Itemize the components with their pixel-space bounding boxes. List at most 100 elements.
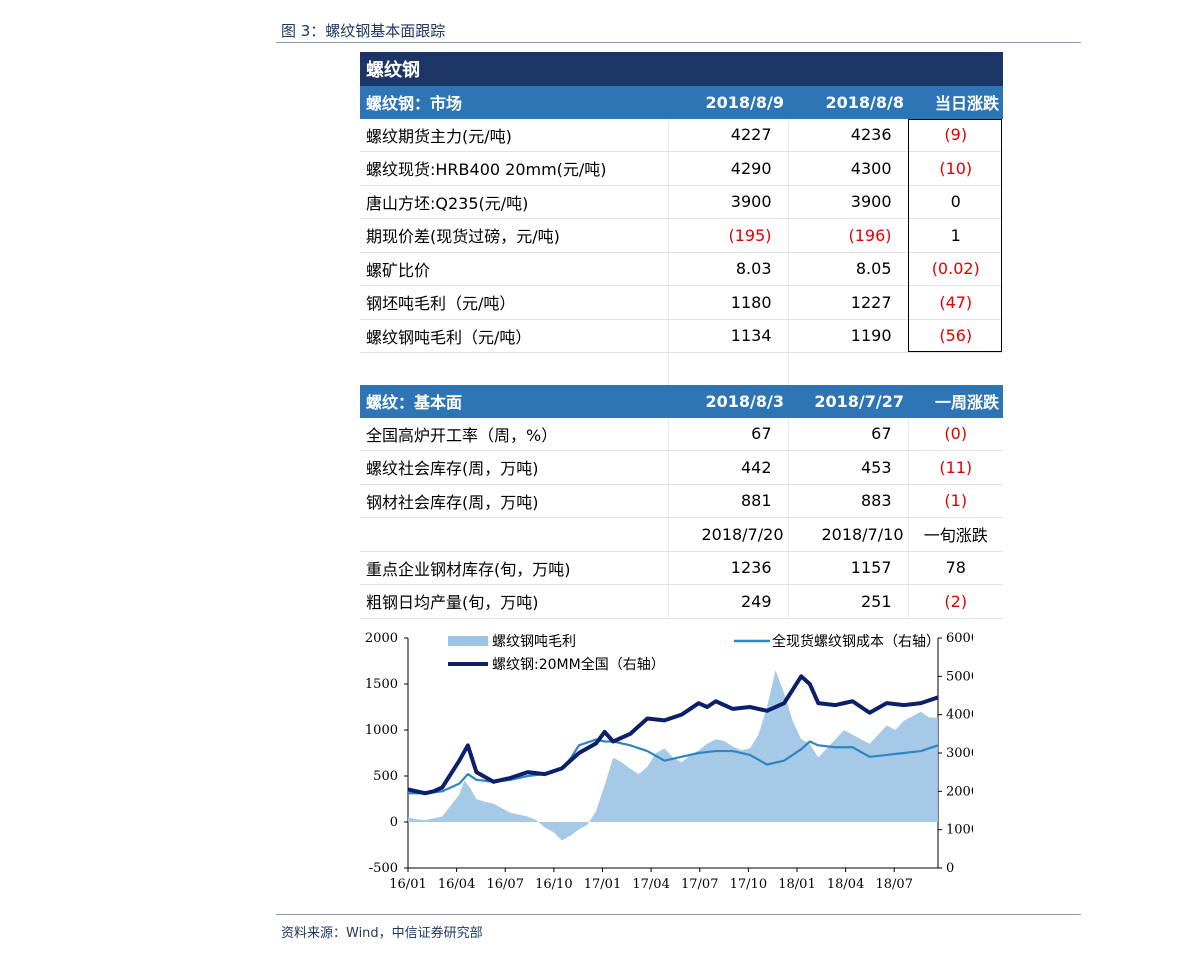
market-row-change: (10) — [907, 151, 1003, 186]
market-header-row: 螺纹钢：市场 2018/8/9 2018/8/8 当日涨跌 — [360, 86, 1003, 119]
legend-label-price: 螺纹钢:20MM全国（右轴） — [492, 656, 665, 673]
fund-row-label: 钢材社会库存(周，万吨) — [360, 484, 668, 518]
left-tick-label: 0 — [390, 815, 398, 830]
bottom-rule — [276, 914, 1081, 915]
market-row-value2: 1227 — [787, 285, 908, 320]
sub-row-value2: 251 — [787, 584, 908, 619]
fund-header-change: 一周涨跌 — [908, 385, 1003, 418]
sub-header-date1: 2018/7/20 — [667, 517, 788, 552]
market-row-label: 螺纹现货:HRB400 20mm(元/吨) — [360, 151, 668, 186]
x-tick-label: 16/04 — [438, 877, 475, 892]
x-tick-label: 17/10 — [730, 877, 767, 892]
market-row-label: 唐山方坯:Q235(元/吨) — [360, 185, 668, 219]
figure-title: 图 3：螺纹钢基本面跟踪 — [281, 22, 446, 40]
left-tick-label: -500 — [369, 861, 398, 876]
market-header-label: 螺纹钢：市场 — [360, 86, 668, 119]
steel-table: 螺纹钢 螺纹钢：市场 2018/8/9 2018/8/8 当日涨跌 螺纹期货主力… — [360, 52, 1003, 619]
sub-row-label: 粗钢日均产量(旬，万吨) — [360, 584, 668, 619]
market-row-value1: 1180 — [667, 285, 788, 320]
market-row-value1: 3900 — [667, 185, 788, 219]
x-tick-label: 18/01 — [778, 877, 815, 892]
left-tick-label: 1000 — [365, 723, 398, 738]
right-tick-label: 4000 — [946, 708, 973, 723]
sub-row-value1: 249 — [667, 584, 788, 619]
rebar-price-line — [407, 674, 939, 796]
fund-row: 螺纹社会库存(周，万吨) 442 453 (11) — [360, 450, 1003, 485]
fund-row-change: (11) — [907, 450, 1003, 485]
fund-row-change: (1) — [907, 484, 1003, 518]
right-tick-label: 0 — [946, 861, 954, 876]
market-row-change: (0.02) — [907, 252, 1003, 286]
fund-row-label: 螺纹社会库存(周，万吨) — [360, 450, 668, 485]
fund-row-value1: 442 — [667, 450, 788, 485]
fund-header-date1: 2018/8/3 — [668, 385, 788, 418]
market-row-value2: 4236 — [787, 118, 908, 152]
market-row-value1: 8.03 — [667, 252, 788, 286]
market-row-value1: 4227 — [667, 118, 788, 152]
x-tick-label: 18/07 — [876, 877, 913, 892]
x-tick-label: 16/10 — [535, 877, 572, 892]
x-tick-label: 17/07 — [681, 877, 718, 892]
fund-row-change: (0) — [907, 417, 1003, 451]
fund-row-value1: 881 — [667, 484, 788, 518]
market-row-change: 1 — [907, 218, 1003, 253]
market-row: 螺纹钢吨毛利（元/吨） 1134 1190 (56) — [360, 319, 1003, 353]
left-tick-label: 500 — [373, 769, 398, 784]
fund-header-label: 螺纹：基本面 — [360, 385, 668, 418]
x-tick-label: 18/04 — [827, 877, 864, 892]
x-tick-label: 16/01 — [389, 877, 426, 892]
sub-header-row: 2018/7/20 2018/7/10 一旬涨跌 — [360, 517, 1003, 552]
sub-row: 粗钢日均产量(旬，万吨) 249 251 (2) — [360, 584, 1003, 619]
x-tick-label: 16/07 — [487, 877, 524, 892]
fund-header-date2: 2018/7/27 — [788, 385, 908, 418]
market-row-change: 0 — [907, 185, 1003, 219]
market-row-label: 钢坯吨毛利（元/吨） — [360, 285, 668, 320]
x-tick-label: 17/01 — [584, 877, 621, 892]
fund-row: 钢材社会库存(周，万吨) 881 883 (1) — [360, 484, 1003, 518]
sub-header-change: 一旬涨跌 — [907, 517, 1003, 552]
right-tick-label: 6000 — [946, 631, 973, 646]
market-header-date1: 2018/8/9 — [668, 86, 788, 119]
sub-row: 重点企业钢材库存(旬，万吨) 1236 1157 78 — [360, 551, 1003, 585]
fund-header-row: 螺纹：基本面 2018/8/3 2018/7/27 一周涨跌 — [360, 385, 1003, 418]
market-row-change: (56) — [907, 319, 1003, 353]
sub-row-change: (2) — [907, 584, 1003, 619]
fund-row-value2: 453 — [787, 450, 908, 485]
market-header-date2: 2018/8/8 — [788, 86, 908, 119]
right-tick-label: 1000 — [946, 823, 973, 838]
market-row-label: 期现价差(现货过磅，元/吨) — [360, 218, 668, 253]
fund-row-value2: 883 — [787, 484, 908, 518]
market-row-value1: 4290 — [667, 151, 788, 186]
x-tick-label: 17/04 — [632, 877, 669, 892]
market-row-value2: 4300 — [787, 151, 908, 186]
market-row: 期现价差(现货过磅，元/吨) (195) (196) 1 — [360, 218, 1003, 253]
right-tick-label: 3000 — [946, 746, 973, 761]
market-row: 钢坯吨毛利（元/吨） 1180 1227 (47) — [360, 285, 1003, 320]
market-row-label: 螺纹钢吨毛利（元/吨） — [360, 319, 668, 353]
fund-row-value2: 67 — [787, 417, 908, 451]
right-tick-label: 2000 — [946, 784, 973, 799]
left-tick-label: 2000 — [365, 631, 398, 646]
market-row-value1: 1134 — [667, 319, 788, 353]
market-row-label: 螺矿比价 — [360, 252, 668, 286]
fund-row: 全国高炉开工率（周，%） 67 67 (0) — [360, 417, 1003, 451]
source-note: 资料来源：Wind，中信证券研究部 — [281, 926, 483, 941]
market-row: 唐山方坯:Q235(元/吨) 3900 3900 0 — [360, 185, 1003, 219]
market-row-value2: 3900 — [787, 185, 908, 219]
margin-area-series — [408, 670, 938, 841]
spacer-row — [360, 352, 1003, 385]
market-row: 螺矿比价 8.03 8.05 (0.02) — [360, 252, 1003, 286]
market-row-value1: (195) — [667, 218, 788, 253]
sub-row-change: 78 — [907, 551, 1003, 585]
left-tick-label: 1500 — [365, 677, 398, 692]
legend-label-margin: 螺纹钢吨毛利 — [492, 634, 576, 650]
fund-row-label: 全国高炉开工率（周，%） — [360, 417, 668, 451]
market-row-change: (47) — [907, 285, 1003, 320]
market-row-value2: (196) — [787, 218, 908, 253]
market-row: 螺纹现货:HRB400 20mm(元/吨) 4290 4300 (10) — [360, 151, 1003, 186]
legend-swatch-margin — [448, 636, 488, 646]
market-row-label: 螺纹期货主力(元/吨) — [360, 118, 668, 152]
sub-header-date2: 2018/7/10 — [787, 517, 908, 552]
margin-price-chart: 2000150010005000-50060005000400030002000… — [365, 631, 973, 892]
